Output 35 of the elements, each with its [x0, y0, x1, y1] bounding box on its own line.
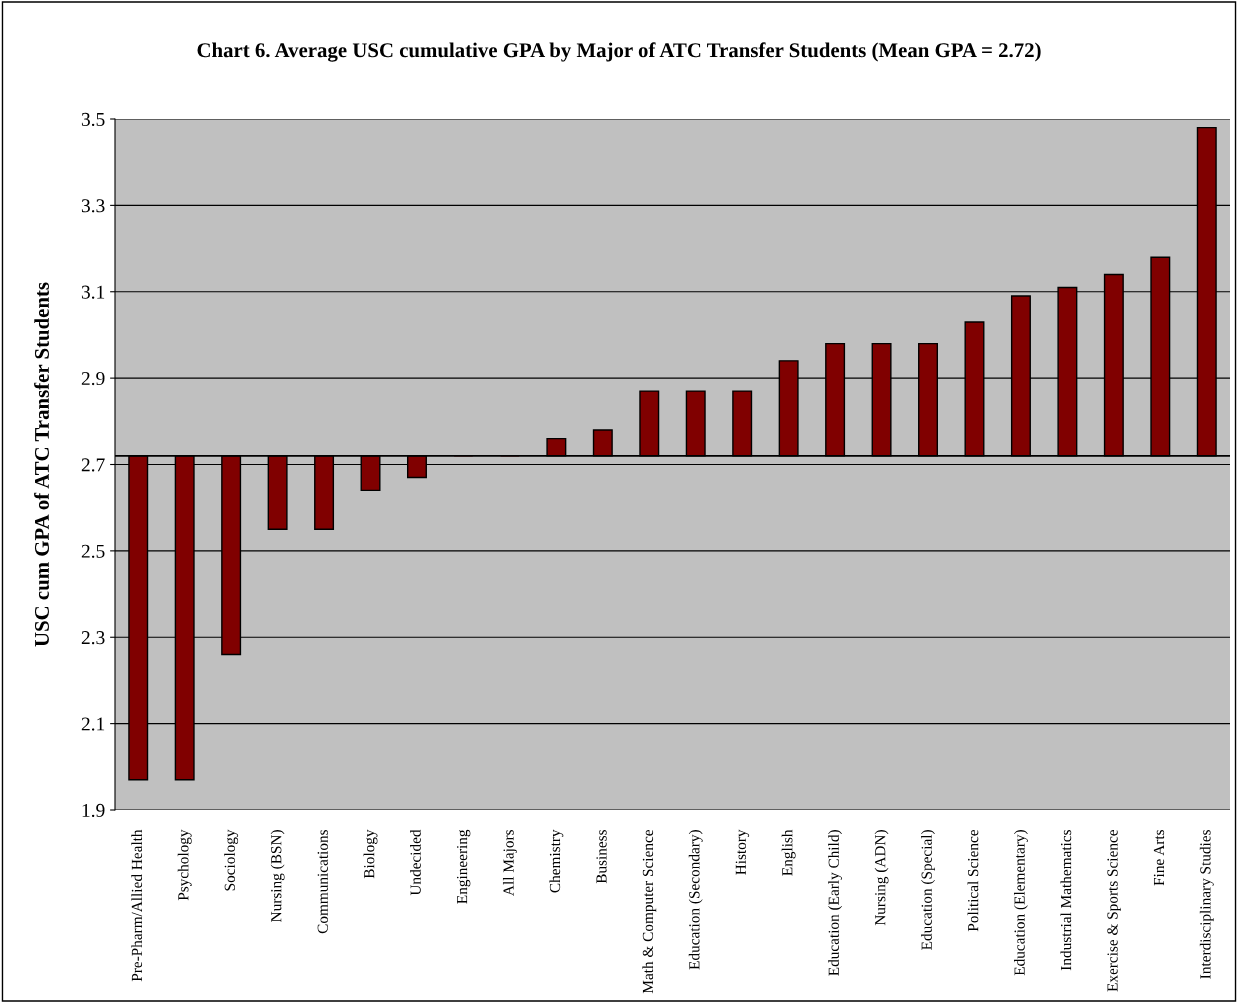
y-tick-label: 3.3	[81, 199, 105, 213]
x-tick-label: Business	[596, 830, 607, 884]
x-tick-label: Education (Secondary)	[688, 830, 703, 970]
x-tick-label: Communications	[317, 830, 328, 934]
x-tick-label: Political Science	[967, 829, 979, 932]
chart-title: Chart 6. Average USC cumulative GPA by Major of ATC Transfer Students (Mean GPA = 2.72)	[197, 42, 1041, 62]
x-tick-label: Biology	[363, 829, 378, 879]
x-tick-label: Nursing (ADN)	[874, 830, 889, 926]
x-tick-label: Pre-Pharm/Allied Health	[131, 829, 143, 982]
x-tick-label: Education (Elementary)	[1013, 830, 1028, 976]
x-tick-label: History	[735, 829, 750, 875]
y-tick-label: 2.7	[81, 458, 105, 472]
x-tick-label: English	[781, 829, 796, 876]
x-tick-label: Chemistry	[549, 829, 564, 893]
x-tick-label: Psychology	[177, 829, 192, 901]
y-tick-label: 2.3	[81, 631, 105, 645]
y-tick-label: 2.5	[81, 544, 105, 558]
y-axis-title: USC cum GPA of ATC Transfer Students	[34, 282, 50, 647]
y-tick-label: 3.5	[81, 112, 105, 127]
x-tick-label: Interdisciplinary Studies	[1199, 830, 1214, 979]
y-tick-label: 1.9	[82, 803, 105, 818]
x-tick-label: Education (Early Child)	[828, 830, 843, 976]
x-tick-label: Undecided	[410, 829, 421, 896]
y-tick-label: 2.9	[81, 372, 105, 386]
x-tick-label: Education (Special)	[921, 830, 935, 950]
x-tick-label: Sociology	[224, 829, 239, 891]
x-tick-label: Exercise & Sports Science	[1107, 829, 1121, 992]
x-tick-label: Industrial Mathematics	[1060, 830, 1072, 971]
x-tick-label: Engineering	[456, 829, 471, 904]
x-tick-label: All Majors	[502, 830, 517, 896]
y-tick-label: 3.1	[81, 285, 105, 299]
x-tick-label: Math & Computer Science	[642, 829, 657, 994]
x-tick-label: Fine Arts	[1153, 830, 1165, 886]
x-tick-label: Nursing (BSN)	[270, 830, 285, 922]
y-tick-label: 2.1	[81, 717, 105, 731]
